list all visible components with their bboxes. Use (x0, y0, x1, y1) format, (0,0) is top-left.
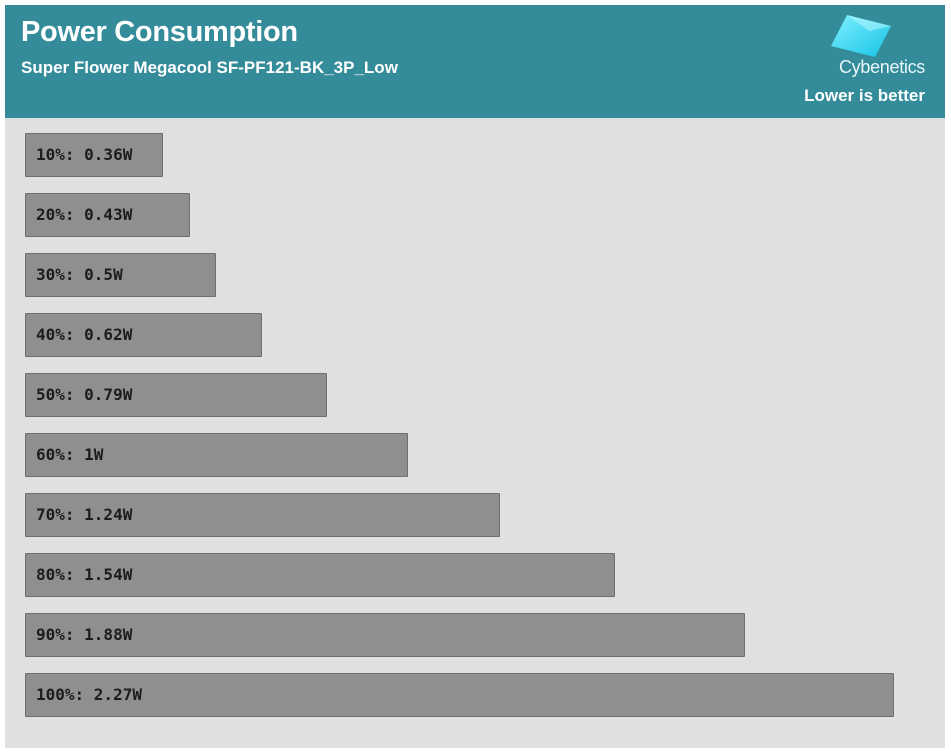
chart-header: Power Consumption Super Flower Megacool … (5, 5, 945, 118)
lower-is-better-note: Lower is better (804, 86, 925, 105)
bar-plot-area: 10%: 0.36W 20%: 0.43W 30%: 0.5W 40%: 0.62W 5… (5, 118, 945, 748)
bar-label-90%: 90%: 1.88W (36, 625, 133, 644)
bar-label-100%: 100%: 2.27W (36, 685, 142, 704)
bar-label-60%: 60%: 1W (36, 445, 104, 464)
chart-frame: Power Consumption Super Flower Megacool … (5, 5, 945, 748)
bar-50% (25, 373, 327, 417)
bar-label-10%: 10%: 0.36W (36, 145, 133, 164)
chart-title: Power Consumption (21, 16, 298, 48)
bar-10% (25, 133, 163, 177)
bar-90% (25, 613, 745, 657)
bar-label-50%: 50%: 0.79W (36, 385, 133, 404)
bar-80% (25, 553, 615, 597)
bar-100% (25, 673, 894, 717)
bar-label-30%: 30%: 0.5W (36, 265, 123, 284)
bar-70% (25, 493, 500, 537)
bar-60% (25, 433, 408, 477)
bar-label-40%: 40%: 0.62W (36, 325, 133, 344)
logo-brand-text: Cybenetics (838, 57, 925, 77)
bar-30% (25, 253, 216, 297)
bar-label-80%: 80%: 1.54W (36, 565, 133, 584)
chart-subtitle: Super Flower Megacool SF-PF121-BK_3P_Low (21, 58, 398, 77)
cybenetics-logo: Cybenetics (825, 13, 925, 83)
bar-label-70%: 70%: 1.24W (36, 505, 133, 524)
bar-20% (25, 193, 190, 237)
logo-diamond-icon (831, 15, 891, 57)
bar-label-20%: 20%: 0.43W (36, 205, 133, 224)
bar-40% (25, 313, 262, 357)
